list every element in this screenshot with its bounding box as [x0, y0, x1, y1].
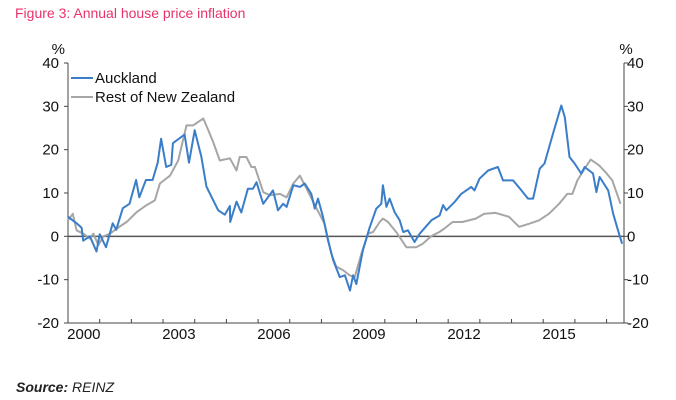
source-label: Source: — [16, 379, 69, 395]
y-tick-label-right: 10 — [627, 185, 644, 202]
y-tick-label-left: 30 — [42, 98, 59, 115]
y-axis-unit-right: % — [619, 41, 632, 58]
series-line-rest-of-new-zealand — [67, 117, 622, 279]
series-line-auckland — [67, 104, 624, 292]
y-tick-label-left: -20 — [37, 315, 59, 332]
x-tick-label: 2009 — [352, 326, 385, 343]
x-tick-label: 2012 — [447, 326, 480, 343]
legend-label: Auckland — [95, 70, 157, 87]
y-tick-label-left: 0 — [51, 228, 59, 245]
y-axis-unit-left: % — [52, 41, 65, 58]
y-tick-label-right: 20 — [627, 142, 644, 159]
x-tick-label: 2006 — [257, 326, 290, 343]
y-tick-label-left: -10 — [37, 272, 59, 289]
y-tick-label-right: 40 — [627, 55, 644, 72]
source-value: REINZ — [72, 379, 115, 395]
x-tick-label: 2000 — [67, 326, 100, 343]
series-group — [67, 104, 624, 292]
y-tick-label-right: 0 — [627, 228, 635, 245]
y-tick-label-left: 40 — [42, 55, 59, 72]
y-tick-label-right: 30 — [627, 98, 644, 115]
y-tick-label-right: -20 — [627, 315, 649, 332]
source-note: Source: REINZ — [16, 379, 114, 395]
y-tick-label-left: 20 — [42, 142, 59, 159]
y-tick-label-right: -10 — [627, 272, 649, 289]
legend: Auckland Rest of New Zealand — [71, 70, 235, 106]
figure-title: Figure 3: Annual house price inflation — [15, 5, 246, 21]
x-tick-label: 2015 — [542, 326, 575, 343]
y-tick-label-left: 10 — [42, 185, 59, 202]
x-tick-label: 2003 — [162, 326, 195, 343]
legend-label: Rest of New Zealand — [95, 89, 235, 106]
